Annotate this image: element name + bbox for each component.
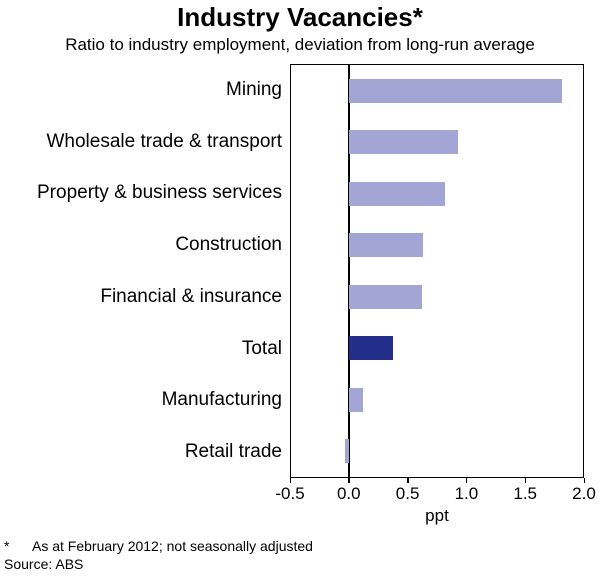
bar-retail-trade bbox=[344, 439, 350, 464]
bar-property-business-services bbox=[349, 181, 446, 206]
x-tick-label: 0.5 bbox=[395, 484, 420, 503]
chart-subtitle: Ratio to industry employment, deviation … bbox=[65, 35, 535, 54]
x-tick-mark bbox=[289, 478, 291, 483]
category-label: Manufacturing bbox=[161, 389, 282, 411]
category-label: Total bbox=[241, 337, 282, 359]
x-tick-mark bbox=[465, 478, 468, 483]
bar-financial-insurance bbox=[349, 284, 422, 309]
x-tick-mark bbox=[348, 478, 350, 483]
plot-area bbox=[290, 64, 584, 478]
x-tick-mark bbox=[583, 478, 585, 483]
x-tick-label: 0.0 bbox=[336, 484, 361, 503]
x-tick-label: 2.0 bbox=[572, 484, 596, 503]
x-tick-label: -0.5 bbox=[275, 484, 305, 503]
category-label: Mining bbox=[226, 78, 282, 100]
bar-wholesale-trade-transport bbox=[349, 130, 458, 155]
x-tick-label: 1.0 bbox=[454, 484, 479, 503]
x-axis-ticks: -0.5 0.0 0.5 1.0 1.5 2.0 bbox=[275, 478, 596, 504]
x-tick-mark bbox=[524, 478, 527, 483]
x-tick-mark bbox=[407, 478, 409, 483]
category-label: Property & business services bbox=[37, 182, 282, 204]
footnote: * As at February 2012; not seasonally ad… bbox=[4, 538, 313, 554]
category-label: Retail trade bbox=[184, 441, 282, 463]
bar-total bbox=[349, 336, 393, 361]
source-note: Source: ABS bbox=[4, 556, 84, 572]
chart-title: Industry Vacancies* bbox=[177, 2, 423, 32]
category-axis-labels: Mining Wholesale trade & transport Propert… bbox=[0, 64, 282, 478]
bar-manufacturing bbox=[349, 387, 364, 412]
footnote-marker: * bbox=[4, 538, 10, 554]
zero-line bbox=[348, 65, 351, 477]
category-label: Financial & insurance bbox=[100, 285, 282, 307]
bar-mining bbox=[349, 78, 562, 103]
category-label: Construction bbox=[175, 234, 282, 256]
x-tick-label: 1.5 bbox=[513, 484, 538, 503]
category-label: Wholesale trade & transport bbox=[46, 130, 282, 152]
bar-construction bbox=[349, 233, 423, 258]
footnote-text: As at February 2012; not seasonally adju… bbox=[32, 538, 313, 554]
x-axis-label: ppt bbox=[425, 506, 449, 525]
